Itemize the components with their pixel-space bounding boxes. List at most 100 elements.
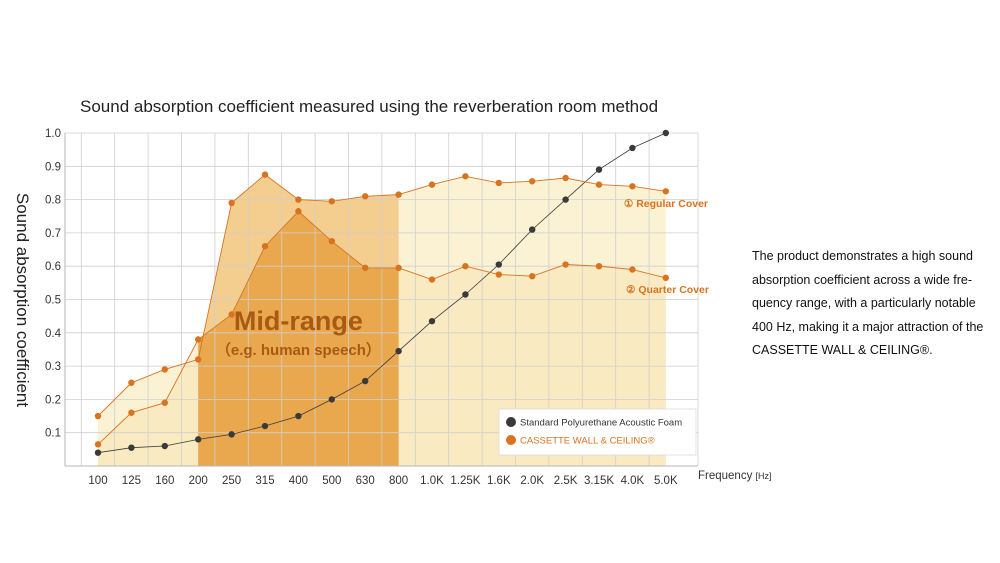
regular-cover-point: [94, 412, 102, 420]
quarter-cover-label: ② Quarter Cover: [626, 284, 709, 296]
regular-cover-point: [295, 196, 302, 203]
legend-box: [498, 408, 697, 456]
quarter-cover-line: [97, 210, 666, 445]
foam-point: [595, 166, 603, 173]
quarter-cover-point: [629, 266, 636, 273]
y-tick-label: 0.4: [45, 328, 62, 340]
mid-range-sublabel: （e.g. human speech）: [216, 341, 381, 359]
quarter-cover-point: [428, 276, 436, 283]
regular-cover-point: [128, 379, 135, 386]
foam-point: [462, 291, 469, 298]
chart-title: Sound absorption coefficient measured us…: [80, 97, 659, 116]
y-tick-label: 0.8: [45, 195, 61, 207]
y-tick-label: 0.9: [45, 161, 61, 173]
x-tick-label: 2.0K: [520, 475, 544, 487]
regular-cover-point: [595, 181, 603, 188]
quarter-cover-point: [395, 264, 402, 272]
regular-cover-point: [228, 199, 235, 207]
regular-cover-point: [529, 178, 536, 185]
axes: 0.1 0.2 0.3 0.4 0.5 0.6 0.7 0.8 0.9 1.0 100 125 160 2…: [45, 128, 698, 487]
legend-marker: [506, 417, 516, 427]
x-tick-label: 100: [88, 475, 107, 487]
foam-point: [195, 436, 202, 443]
foam-point: [128, 444, 135, 451]
regular-cover-point: [562, 174, 569, 182]
quarter-cover-point: [595, 263, 603, 270]
legend-label: Standard Polyurethane Acoustic Foam: [520, 418, 682, 429]
regular-cover-point: [261, 171, 269, 178]
regular-cover-point: [428, 181, 436, 188]
x-tick-label: 160: [155, 475, 174, 487]
quarter-cover-point: [662, 274, 669, 282]
foam-point: [562, 196, 569, 203]
x-tick-label: 200: [189, 475, 208, 487]
y-tick-label: 0.5: [45, 295, 61, 307]
foam-point: [94, 449, 102, 456]
foam-point: [629, 144, 636, 152]
y-tick-label: 0.6: [45, 261, 61, 273]
series-points: [94, 129, 669, 456]
quarter-cover-point: [261, 243, 269, 250]
quarter-cover-point: [128, 409, 135, 416]
foam-point: [328, 396, 335, 403]
y-tick-label: 1.0: [45, 128, 61, 140]
x-axis-unit: [Hz]: [755, 471, 772, 481]
x-tick-label: 500: [322, 475, 341, 487]
regular-cover-point: [462, 173, 469, 180]
foam-series-line: [97, 132, 666, 454]
foam-point: [662, 129, 669, 137]
foam-point: [295, 412, 302, 420]
x-tick-label: 800: [389, 475, 408, 487]
regular-cover-point: [629, 183, 636, 190]
regular-cover-point: [362, 193, 369, 200]
regular-cover-point: [161, 366, 168, 373]
foam-point: [529, 226, 536, 233]
legend-marker: [506, 435, 516, 445]
x-tick-label: 630: [356, 475, 375, 487]
quarter-cover-point: [328, 238, 335, 245]
quarter-cover-point: [161, 399, 168, 406]
regular-cover-line: [97, 174, 666, 417]
quarter-cover-point: [362, 264, 369, 272]
foam-point: [428, 317, 436, 325]
quarter-cover-point: [94, 441, 102, 448]
grid-lines: [65, 132, 699, 466]
regular-cover-point: [662, 188, 669, 195]
regular-cover-label: ① Regular Cover: [624, 198, 708, 210]
regular-cover-point: [395, 191, 402, 198]
foam-point: [261, 422, 269, 430]
x-tick-label: 400: [289, 475, 308, 487]
y-axis-label: Sound absorption coefficient: [13, 192, 32, 408]
chart-text: Mid-range （e.g. human speech） ① Regular Co…: [216, 198, 709, 359]
foam-point: [395, 347, 402, 355]
quarter-cover-point: [562, 261, 569, 268]
x-tick-label: 4.0K: [621, 475, 645, 487]
y-tick-label: 0.3: [45, 361, 61, 373]
quarter-cover-point: [228, 311, 235, 318]
regular-cover-point: [195, 356, 202, 363]
x-axis-label-text: Frequency: [698, 470, 753, 482]
x-tick-label: 250: [222, 475, 241, 487]
series-lines: [97, 132, 666, 454]
x-axis-label: Frequency [Hz]: [698, 470, 772, 482]
y-tick-label: 0.7: [45, 228, 61, 240]
regular-cover-point: [328, 198, 335, 205]
mid-range-label: Mid-range: [234, 306, 363, 336]
quarter-cover-point: [495, 271, 502, 278]
x-tick-label: 1.6K: [487, 475, 511, 487]
quarter-cover-point: [462, 263, 469, 270]
x-tick-label: 315: [255, 475, 274, 487]
y-tick-label: 0.1: [45, 428, 61, 440]
quarter-cover-point: [295, 208, 302, 215]
regular-cover-point: [495, 179, 502, 187]
legend-label: CASSETTE WALL & CEILING®: [520, 436, 655, 447]
x-tick-label: 125: [122, 475, 141, 487]
product-description: The product demonstrates a high sound ab…: [752, 249, 984, 357]
foam-point: [495, 261, 502, 268]
legend: Standard Polyurethane Acoustic Foam CASSE…: [498, 408, 697, 456]
quarter-cover-point: [529, 272, 536, 280]
x-tick-label: 3.15K: [584, 475, 614, 487]
foam-point: [362, 377, 369, 385]
foam-point: [161, 442, 168, 450]
